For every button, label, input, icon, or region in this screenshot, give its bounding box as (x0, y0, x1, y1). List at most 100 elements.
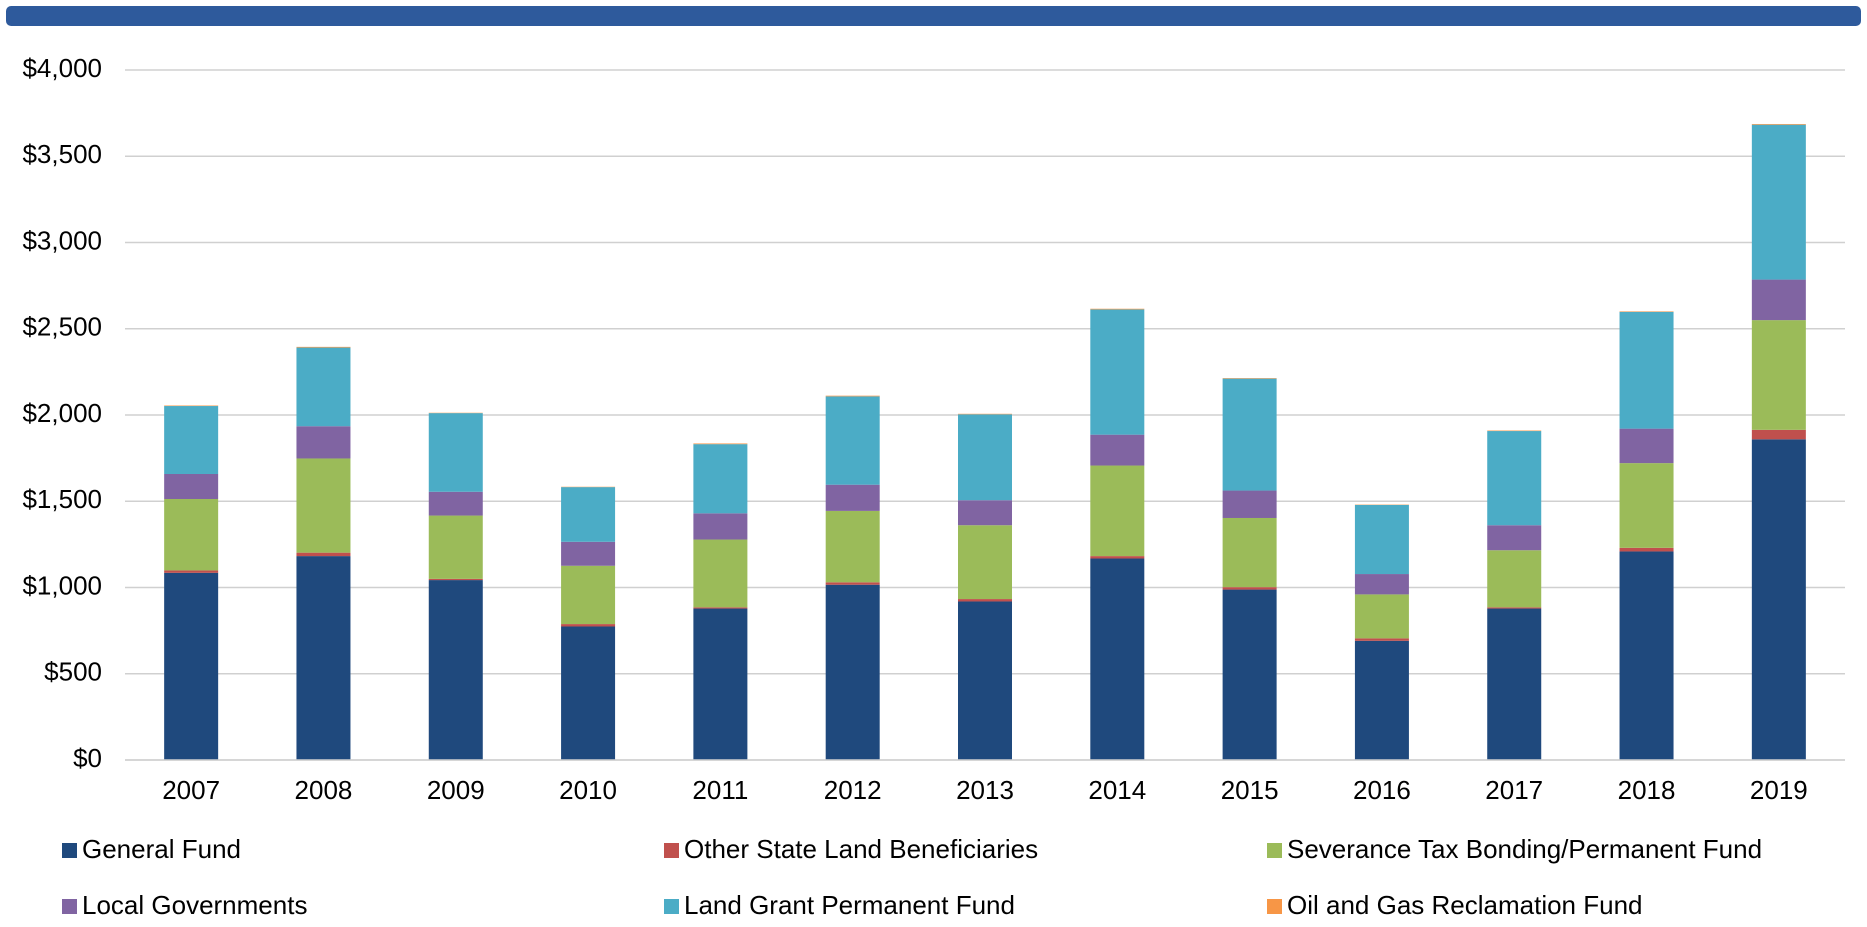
bar-segment (1752, 124, 1806, 125)
y-tick-label: $2,500 (22, 312, 102, 342)
bar-segment (1355, 594, 1409, 638)
bar-segment (429, 492, 483, 516)
bar-segment (1620, 312, 1674, 429)
x-tick-label: 2014 (1088, 775, 1146, 805)
bar-segment (1752, 125, 1806, 280)
bar-segment (561, 542, 615, 566)
x-tick-label: 2017 (1485, 775, 1543, 805)
bar-segment (1355, 505, 1409, 574)
x-tick-label: 2016 (1353, 775, 1411, 805)
bar-segment (958, 500, 1012, 525)
bar-segment (1090, 466, 1144, 557)
x-tick-label: 2018 (1618, 775, 1676, 805)
bar-segment (1223, 491, 1277, 518)
legend-swatch (62, 899, 77, 914)
legend-swatch (664, 899, 679, 914)
bar-segment (561, 624, 615, 626)
legend-label: Other State Land Beneficiaries (684, 834, 1038, 864)
bar-segment (296, 556, 350, 760)
bar-segment (958, 414, 1012, 415)
bar-segment (958, 601, 1012, 760)
legend-label: General Fund (82, 834, 241, 864)
bar-segment (693, 609, 747, 760)
bar-segment (1752, 439, 1806, 760)
bar-segment (693, 607, 747, 608)
bar-segment (429, 413, 483, 492)
bar-segment (164, 406, 218, 407)
legend-swatch (664, 843, 679, 858)
legend-label: Severance Tax Bonding/Permanent Fund (1287, 834, 1762, 864)
x-tick-label: 2015 (1221, 775, 1279, 805)
bar-segment (1223, 379, 1277, 491)
bar-segment (164, 406, 218, 474)
bar-segment (1487, 431, 1541, 525)
bar-segment (296, 426, 350, 458)
bar-segment (1487, 607, 1541, 608)
header-bar (6, 6, 1861, 26)
bar-segment (1223, 378, 1277, 379)
bar-segment (1090, 309, 1144, 310)
bar-segment (826, 396, 880, 484)
bar-segment (1355, 638, 1409, 640)
legend-label: Oil and Gas Reclamation Fund (1287, 890, 1643, 920)
bar-segment (826, 582, 880, 584)
y-tick-label: $3,000 (22, 225, 102, 255)
bar-segment (1620, 463, 1674, 548)
bar-segment (164, 573, 218, 760)
bar-segment (1620, 548, 1674, 552)
bar-segment (693, 443, 747, 444)
bar-segment (1752, 430, 1806, 439)
bar-segment (164, 499, 218, 570)
legend-swatch (1267, 843, 1282, 858)
bar-segment (296, 347, 350, 348)
bar-segment (1090, 559, 1144, 760)
x-tick-label: 2019 (1750, 775, 1808, 805)
y-tick-label: $4,000 (22, 53, 102, 83)
bar-segment (164, 570, 218, 572)
bar-segment (826, 485, 880, 511)
bar-segment (958, 414, 1012, 500)
x-tick-label: 2007 (162, 775, 220, 805)
bar-segment (296, 348, 350, 427)
bar-segment (1620, 551, 1674, 760)
y-tick-label: $2,000 (22, 398, 102, 428)
x-tick-label: 2011 (692, 775, 748, 805)
bar-segment (1487, 525, 1541, 550)
bar-segment (693, 513, 747, 539)
bar-segment (1620, 429, 1674, 464)
y-tick-label: $500 (44, 657, 102, 687)
bar-segment (693, 444, 747, 513)
bar-segment (296, 458, 350, 552)
bar-segment (561, 566, 615, 624)
bar-segment (1620, 311, 1674, 312)
bar-segment (1090, 309, 1144, 434)
bar-segment (429, 580, 483, 760)
bar-segment (1090, 435, 1144, 466)
bar-segment (826, 396, 880, 397)
bar-segment (958, 599, 1012, 601)
x-tick-label: 2009 (427, 775, 485, 805)
bar-segment (1090, 556, 1144, 558)
bar-segment (1487, 550, 1541, 607)
legend-swatch (62, 843, 77, 858)
bar-segment (958, 525, 1012, 599)
legend-label: Local Governments (82, 890, 307, 920)
bar-segment (1355, 641, 1409, 760)
bar-segment (1752, 320, 1806, 430)
y-tick-label: $1,000 (22, 570, 102, 600)
bar-segment (429, 579, 483, 580)
bar-segment (1487, 431, 1541, 432)
x-tick-label: 2008 (295, 775, 353, 805)
bar-segment (1355, 574, 1409, 594)
y-tick-label: $1,500 (22, 484, 102, 514)
bar-segment (693, 540, 747, 608)
x-tick-label: 2010 (559, 775, 617, 805)
bar-segment (1223, 590, 1277, 760)
y-tick-label: $3,500 (22, 139, 102, 169)
bar-segment (826, 585, 880, 760)
bar-segment (1487, 609, 1541, 760)
y-tick-label: $0 (73, 743, 102, 773)
legend-swatch (1267, 899, 1282, 914)
bar-segment (1223, 587, 1277, 589)
